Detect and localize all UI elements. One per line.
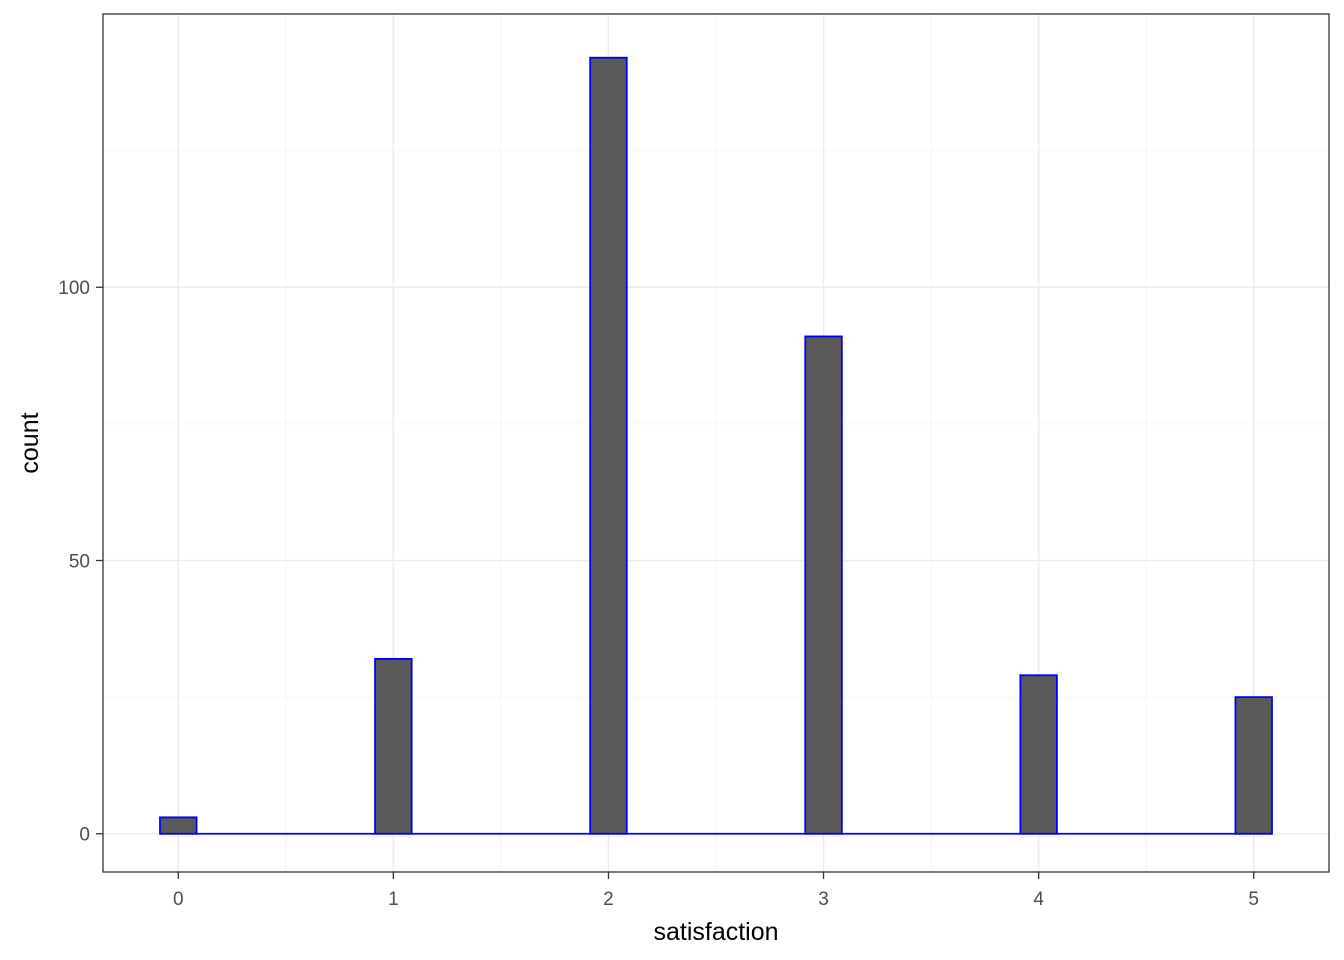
histogram-bar [804, 335, 843, 835]
histogram-bar [374, 657, 413, 835]
bars [159, 56, 1273, 835]
histogram-bar [589, 56, 628, 835]
y-tick-label: 50 [69, 551, 90, 572]
panel-border [102, 13, 1330, 873]
gridlines [103, 14, 1329, 872]
x-axis-title: satisfaction [653, 918, 778, 946]
y-tick-label: 100 [58, 278, 90, 299]
x-tick-label: 5 [1248, 889, 1259, 910]
histogram-bar [159, 816, 198, 835]
histogram-bar [1019, 674, 1058, 835]
axis-ticks [96, 286, 1255, 879]
histogram-bar [1234, 696, 1273, 835]
y-axis-title: count [16, 412, 44, 473]
x-tick-label: 4 [1033, 889, 1044, 910]
x-tick-label: 0 [173, 889, 184, 910]
x-tick-label: 1 [388, 889, 399, 910]
x-tick-label: 2 [603, 889, 614, 910]
x-tick-label: 3 [818, 889, 829, 910]
y-tick-label: 0 [79, 825, 90, 846]
